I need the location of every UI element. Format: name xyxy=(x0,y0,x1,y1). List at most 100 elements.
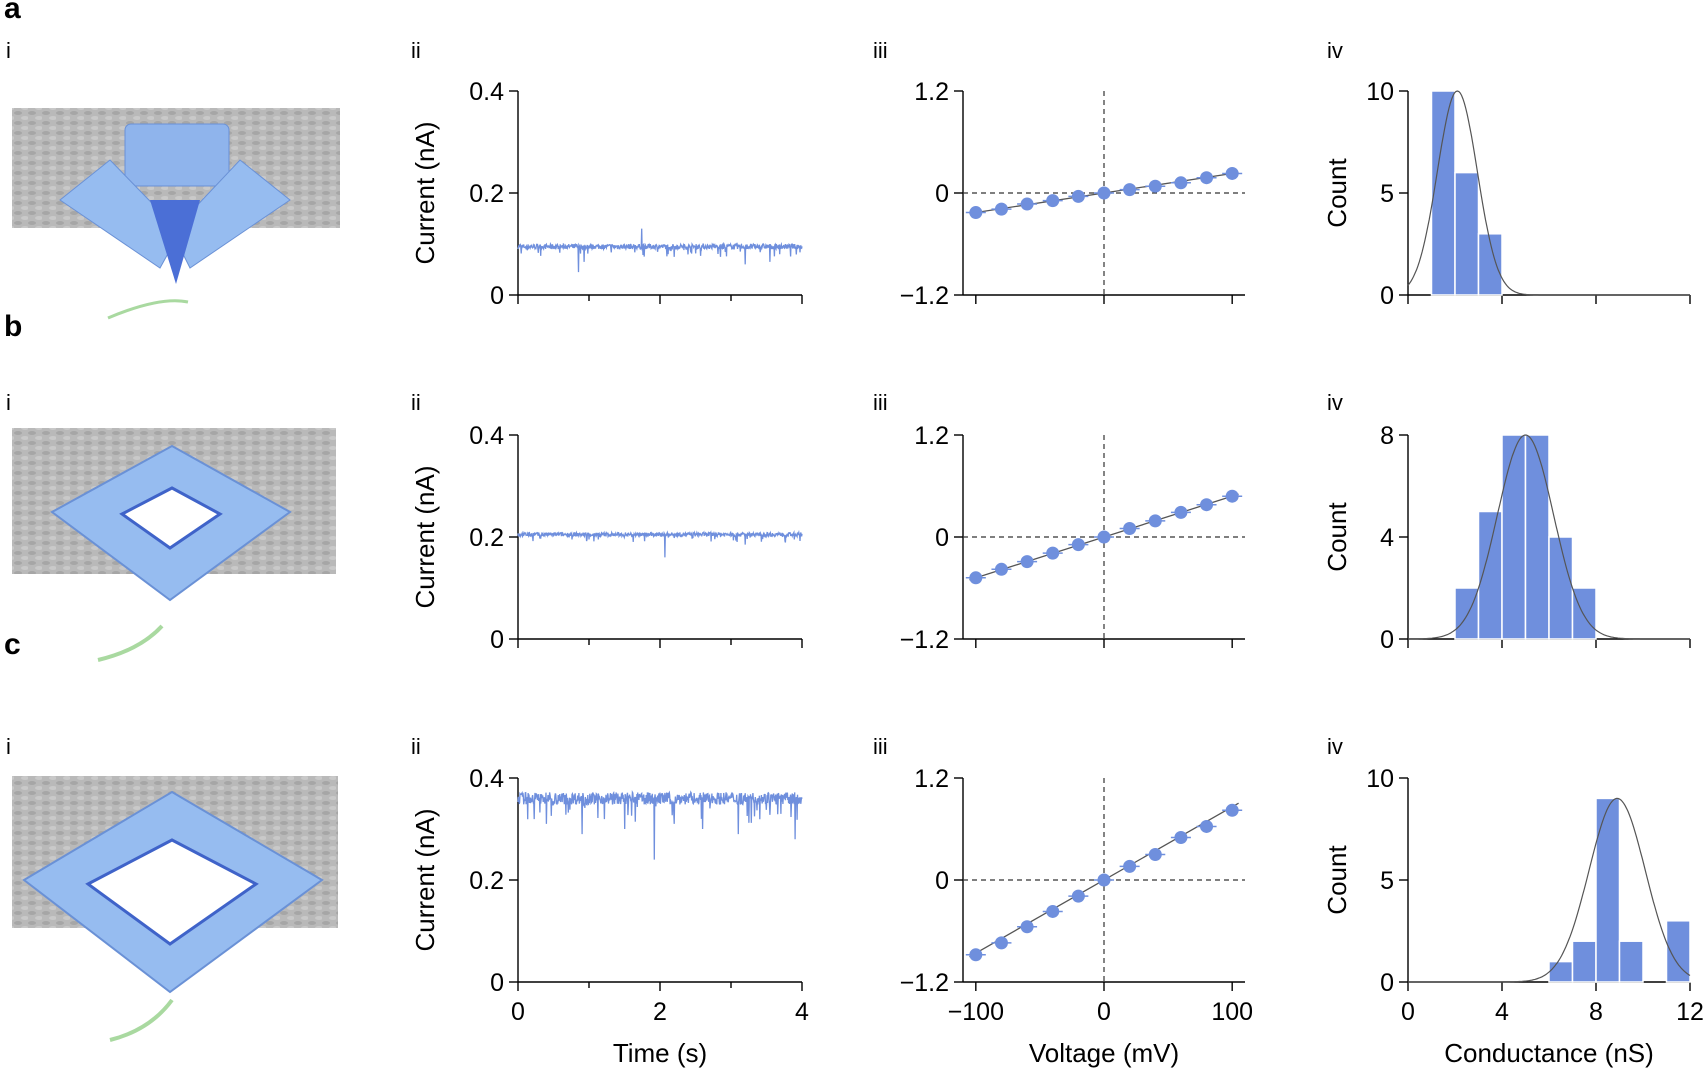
sublabel-b-i: i xyxy=(6,390,11,415)
y-axis-title: Count xyxy=(1322,845,1352,915)
green-curved-arrow-icon xyxy=(107,299,189,320)
iv-data-point xyxy=(1020,197,1034,211)
x-tick-label: 0 xyxy=(511,998,525,1026)
iv-data-point xyxy=(969,948,983,962)
iv-data-point xyxy=(1046,904,1060,918)
green-curved-arrow-icon xyxy=(97,624,164,662)
chart-c-iv: 0 5 10 0 4 8 12 Count Conductance (nS) xyxy=(1322,765,1704,1068)
histogram-bar xyxy=(1548,960,1574,983)
iv-data-point xyxy=(1123,522,1137,535)
sublabel-b-ii: ii xyxy=(411,390,421,415)
current-trace xyxy=(517,790,803,860)
y-tick-label: 1.2 xyxy=(914,765,949,793)
sublabel-a-ii: ii xyxy=(411,38,421,63)
chart-c-iii: −1.2 0 1.2 −100 0 100 Voltage (mV) xyxy=(900,765,1253,1068)
render-b xyxy=(12,428,336,662)
sublabel-c-iii: iii xyxy=(873,734,888,759)
y-tick-label: 0.2 xyxy=(469,867,504,895)
gaussian-fit-curve xyxy=(1407,90,1690,296)
histogram-bar xyxy=(1571,587,1597,640)
panel-label-a: a xyxy=(4,0,21,25)
y-tick-label: 0 xyxy=(935,180,949,208)
iv-data-point xyxy=(994,936,1008,950)
y-axis-title: Count xyxy=(1322,158,1352,228)
x-axis-title: Time (s) xyxy=(613,1038,707,1068)
panel-label-b: b xyxy=(4,310,23,343)
histogram-bar xyxy=(1454,587,1480,640)
histogram-bar xyxy=(1430,90,1456,296)
y-tick-label: 0.2 xyxy=(469,524,504,552)
iv-data-point xyxy=(1200,498,1214,512)
iv-data-point xyxy=(1097,530,1111,544)
chart-b-iv: 0 4 8 Count xyxy=(1322,422,1691,654)
y-tick-label: 1.2 xyxy=(914,422,949,450)
iv-data-point xyxy=(1123,183,1137,197)
y-tick-label: 10 xyxy=(1366,78,1394,106)
histogram-bar xyxy=(1501,434,1527,640)
sublabel-b-iii: iii xyxy=(873,390,888,415)
x-tick-label: 0 xyxy=(1401,998,1415,1026)
iv-data-point xyxy=(1020,920,1034,934)
x-tick-label: 100 xyxy=(1211,998,1253,1026)
iv-data-point xyxy=(1148,514,1162,528)
histogram-bar xyxy=(1595,797,1621,983)
pore-opening-b xyxy=(119,486,223,550)
x-tick-label: −100 xyxy=(948,998,1004,1026)
gaussian-fit-curve xyxy=(1408,434,1690,640)
x-tick-label: 2 xyxy=(653,998,667,1026)
iv-data-point xyxy=(1148,179,1162,193)
histogram-bar xyxy=(1665,920,1691,983)
iv-data-point xyxy=(1020,555,1034,569)
chart-a-iv: 0 5 10 Count xyxy=(1322,78,1691,310)
iv-data-point xyxy=(1225,166,1239,180)
y-tick-label: 0 xyxy=(935,867,949,895)
x-tick-label: 4 xyxy=(1495,998,1509,1026)
histogram-bar xyxy=(1454,171,1480,296)
y-tick-label: −1.2 xyxy=(900,282,949,310)
y-tick-label: 0 xyxy=(1380,626,1394,654)
histogram-bar xyxy=(1571,940,1597,983)
y-axis-title: Count xyxy=(1322,502,1352,572)
iv-data-point xyxy=(1071,889,1085,903)
sublabel-c-i: i xyxy=(6,734,11,759)
y-tick-label: 5 xyxy=(1380,180,1394,208)
x-tick-label: 12 xyxy=(1676,998,1704,1026)
iv-data-point xyxy=(1046,546,1060,560)
y-tick-label: 8 xyxy=(1380,422,1394,450)
y-tick-label: 0.4 xyxy=(469,422,504,450)
chart-a-ii: 0 0.2 0.4 Current (nA) xyxy=(410,78,803,310)
current-trace xyxy=(517,529,803,558)
sublabel-a-iv: iv xyxy=(1327,38,1343,63)
panel-label-c: c xyxy=(4,628,21,661)
iv-data-point xyxy=(1071,189,1085,203)
iv-data-point xyxy=(1225,489,1239,503)
iv-data-point xyxy=(1097,873,1111,887)
iv-data-point xyxy=(1046,194,1060,208)
y-tick-label: 0 xyxy=(490,282,504,310)
iv-data-point xyxy=(1148,848,1162,861)
chart-b-iii: −1.2 0 1.2 xyxy=(900,422,1245,654)
chart-b-ii: 0 0.2 0.4 Current (nA) xyxy=(410,422,803,654)
y-tick-label: 4 xyxy=(1380,524,1394,552)
y-tick-label: −1.2 xyxy=(900,626,949,654)
pore-channel-a xyxy=(150,200,200,284)
gaussian-fit-curve xyxy=(1408,797,1691,983)
x-tick-label: 0 xyxy=(1097,998,1111,1026)
sublabel-a-i: i xyxy=(6,38,11,63)
y-tick-label: 5 xyxy=(1380,867,1394,895)
y-axis-title: Current (nA) xyxy=(410,808,440,951)
histogram-bar xyxy=(1618,940,1644,983)
iv-data-point xyxy=(1225,803,1239,817)
iv-data-point xyxy=(969,206,983,220)
y-tick-label: 0.4 xyxy=(469,78,504,106)
y-tick-label: 0 xyxy=(1380,969,1394,997)
histogram-bar xyxy=(1477,233,1503,296)
pore-opening-c xyxy=(85,838,259,946)
sublabel-b-iv: iv xyxy=(1327,390,1343,415)
iv-data-point xyxy=(1200,171,1214,185)
render-a xyxy=(12,108,340,320)
green-curved-arrow-icon xyxy=(109,998,174,1042)
charts-layer: 0 0.2 0.4 Current (nA) −1.2 0 1.2 0 5 10 Count 0 0.2… xyxy=(410,78,1704,1068)
iv-data-point xyxy=(1174,176,1188,190)
